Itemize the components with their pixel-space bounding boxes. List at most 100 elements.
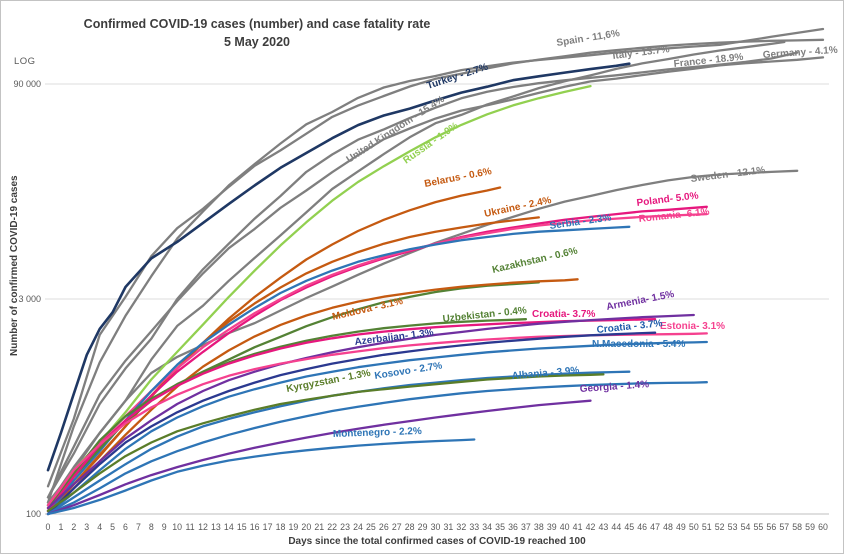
x-tick-label: 1 — [58, 522, 63, 532]
y-tick-label: 3 000 — [18, 294, 41, 304]
x-tick-label: 19 — [289, 522, 299, 532]
x-tick-label: 58 — [792, 522, 802, 532]
x-tick-label: 47 — [650, 522, 660, 532]
x-tick-label: 42 — [586, 522, 596, 532]
series-line-serbia — [46, 225, 631, 516]
x-axis-title: Days since the total confirmed cases of … — [288, 536, 586, 547]
x-tick-label: 6 — [123, 522, 128, 532]
x-tick-label: 51 — [702, 522, 712, 532]
series-line-armenia — [46, 313, 695, 510]
x-tick-label: 57 — [779, 522, 789, 532]
series-line-uzbekistan — [46, 318, 528, 513]
x-tick-label: 44 — [611, 522, 621, 532]
x-tick-label: 20 — [301, 522, 311, 532]
x-tick-label: 4 — [97, 522, 102, 532]
x-tick-label: 22 — [327, 522, 337, 532]
series-line-russia — [46, 84, 592, 507]
series-label-kazakhstan: Kazakhstan - 0.6% — [491, 246, 579, 276]
series-line-kyrgyzstan — [46, 373, 605, 513]
series-label-germany: Germany - 4.1% — [762, 45, 838, 61]
x-tick-label: 52 — [715, 522, 725, 532]
series-line-azerbaijan — [46, 331, 657, 516]
series-line-estonia — [46, 332, 708, 507]
series-line-moldova — [46, 278, 579, 516]
x-tick-label: 13 — [211, 522, 221, 532]
x-tick-label: 9 — [162, 522, 167, 532]
x-tick-label: 5 — [110, 522, 115, 532]
x-tick-label: 12 — [198, 522, 208, 532]
x-tick-label: 35 — [495, 522, 505, 532]
series-label-n-macedonia: N.Macedonia - 5.4% — [592, 339, 685, 350]
series-label-belarus: Belarus - 0.6% — [423, 166, 492, 190]
x-tick-label: 54 — [741, 522, 751, 532]
x-tick-label: 23 — [340, 522, 350, 532]
series-label-romania: Romania- 6.1% — [638, 207, 710, 225]
series-label-poland: Poland- 5.0% — [636, 190, 699, 209]
x-tick-label: 53 — [728, 522, 738, 532]
x-tick-label: 50 — [689, 522, 699, 532]
x-tick-label: 32 — [456, 522, 466, 532]
series-label-armenia: Armenia- 1.5% — [605, 289, 675, 313]
x-tick-label: 37 — [521, 522, 531, 532]
series-line-georgia — [46, 399, 592, 516]
x-tick-label: 15 — [237, 522, 247, 532]
x-tick-label: 18 — [276, 522, 286, 532]
series-label-croatia: Croatia- 3.7% — [532, 309, 595, 320]
chart-title: Confirmed COVID-19 cases (number) and ca… — [83, 17, 431, 31]
x-tick-label: 45 — [624, 522, 634, 532]
x-tick-label: 26 — [379, 522, 389, 532]
x-tick-label: 28 — [405, 522, 415, 532]
x-tick-label: 34 — [482, 522, 492, 532]
series-line-turkey — [46, 62, 631, 472]
x-tick-label: 36 — [508, 522, 518, 532]
x-tick-label: 41 — [573, 522, 583, 532]
x-tick-label: 55 — [754, 522, 764, 532]
x-tick-label: 17 — [263, 522, 273, 532]
x-tick-label: 0 — [46, 522, 51, 532]
x-tick-label: 30 — [431, 522, 441, 532]
x-tick-label: 43 — [599, 522, 609, 532]
x-tick-label: 11 — [186, 522, 195, 532]
y-tick-label: 100 — [26, 509, 41, 519]
series-line-n-macedonia — [46, 340, 708, 516]
x-tick-label: 7 — [136, 522, 141, 532]
series-line-spain — [46, 27, 825, 504]
y-tick-label: 90 000 — [13, 79, 41, 89]
x-tick-label: 49 — [676, 522, 686, 532]
series-label-albania: Albania - 3.9% — [511, 365, 580, 382]
x-tick-label: 56 — [766, 522, 776, 532]
series-label-georgia: Georgia - 1.4% — [579, 379, 649, 395]
x-tick-label: 8 — [149, 522, 154, 532]
series-line-montenegro — [46, 438, 476, 516]
x-tick-label: 14 — [224, 522, 234, 532]
x-tick-label: 16 — [250, 522, 260, 532]
x-tick-label: 25 — [366, 522, 376, 532]
x-tick-label: 40 — [560, 522, 570, 532]
log-scale-label: LOG — [14, 56, 36, 67]
x-tick-label: 38 — [534, 522, 544, 532]
series-line-germany — [46, 51, 799, 499]
x-tick-label: 29 — [418, 522, 428, 532]
x-tick-label: 2 — [71, 522, 76, 532]
x-tick-label: 21 — [314, 522, 324, 532]
x-tick-label: 24 — [353, 522, 363, 532]
x-tick-label: 10 — [172, 522, 182, 532]
x-tick-label: 33 — [469, 522, 479, 532]
series-label-spain: Spain - 11,6% — [556, 28, 621, 49]
x-tick-label: 3 — [84, 522, 89, 532]
series-line-albania — [46, 381, 708, 516]
x-tick-label: 31 — [444, 522, 454, 532]
x-tick-label: 39 — [547, 522, 557, 532]
series-line-poland — [46, 205, 708, 513]
x-tick-label: 27 — [392, 522, 402, 532]
series-label-sweden: Sweden - 12.1% — [690, 165, 766, 185]
chart-subtitle: 5 May 2020 — [223, 35, 291, 49]
series-label-montenegro: Montenegro - 2.2% — [333, 426, 422, 440]
x-tick-label: 48 — [663, 522, 673, 532]
x-tick-label: 46 — [637, 522, 647, 532]
x-tick-label: 59 — [805, 522, 815, 532]
series-label-estonia: Estonia- 3.1% — [660, 321, 725, 332]
x-tick-label: 60 — [818, 522, 828, 532]
